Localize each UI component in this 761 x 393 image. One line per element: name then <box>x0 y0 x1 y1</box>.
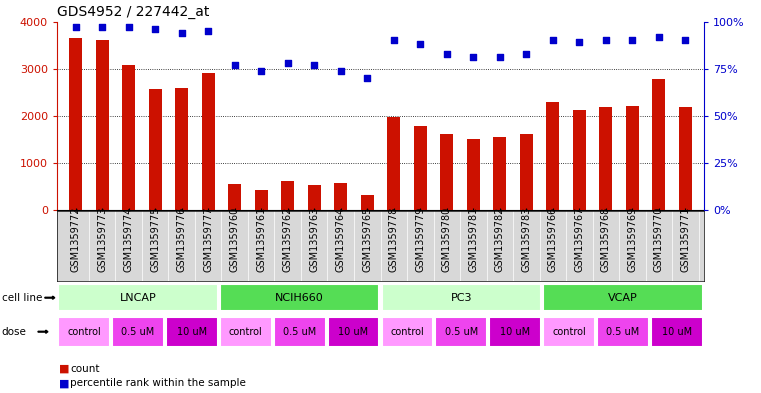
Bar <box>435 317 487 347</box>
Bar <box>414 126 427 210</box>
Text: count: count <box>70 364 100 374</box>
Text: 0.5 uM: 0.5 uM <box>283 327 317 337</box>
Point <box>308 62 320 68</box>
Bar <box>440 134 454 210</box>
Point <box>573 39 585 46</box>
Point <box>467 54 479 61</box>
Bar <box>228 184 241 210</box>
Bar <box>546 102 559 210</box>
Text: 10 uM: 10 uM <box>339 327 368 337</box>
Text: 10 uM: 10 uM <box>662 327 692 337</box>
Text: NCIH660: NCIH660 <box>275 293 324 303</box>
Point <box>228 62 240 68</box>
Bar <box>489 317 541 347</box>
Point <box>335 68 347 74</box>
Point <box>600 37 612 44</box>
Bar <box>652 79 665 210</box>
Bar <box>328 317 380 347</box>
Bar <box>597 317 649 347</box>
Point <box>176 30 188 36</box>
Bar <box>122 65 135 210</box>
Bar <box>58 317 110 347</box>
Text: 0.5 uM: 0.5 uM <box>121 327 154 337</box>
Point <box>653 33 665 40</box>
Text: ■: ■ <box>59 364 70 374</box>
Bar <box>69 38 82 210</box>
Text: control: control <box>67 327 101 337</box>
Text: 0.5 uM: 0.5 uM <box>607 327 640 337</box>
Text: ■: ■ <box>59 378 70 388</box>
Text: percentile rank within the sample: percentile rank within the sample <box>70 378 246 388</box>
Bar <box>381 284 541 311</box>
Bar <box>626 106 639 210</box>
Text: 10 uM: 10 uM <box>177 327 207 337</box>
Bar <box>96 40 109 210</box>
Bar <box>361 195 374 210</box>
Point <box>680 37 692 44</box>
Text: control: control <box>552 327 586 337</box>
Bar <box>573 110 586 210</box>
Bar <box>543 284 703 311</box>
Bar <box>307 185 321 210</box>
Text: 0.5 uM: 0.5 uM <box>444 327 478 337</box>
Point <box>282 60 294 66</box>
Bar <box>220 284 380 311</box>
Point <box>546 37 559 44</box>
Bar <box>175 88 188 210</box>
Bar <box>679 107 692 210</box>
Bar <box>651 317 703 347</box>
Point <box>69 24 81 30</box>
Bar <box>166 317 218 347</box>
Text: VCAP: VCAP <box>608 293 638 303</box>
Bar <box>281 181 295 210</box>
Bar <box>202 73 215 210</box>
Bar <box>543 317 595 347</box>
Point <box>123 24 135 30</box>
Bar <box>520 134 533 210</box>
Text: LNCAP: LNCAP <box>119 293 156 303</box>
Bar <box>255 191 268 210</box>
Point <box>414 41 426 48</box>
Bar <box>599 107 613 210</box>
Point <box>96 24 108 30</box>
Bar <box>274 317 326 347</box>
Bar <box>112 317 164 347</box>
Point <box>149 26 161 32</box>
Bar <box>334 184 347 210</box>
Bar <box>148 88 162 210</box>
Point <box>626 37 638 44</box>
Text: GDS4952 / 227442_at: GDS4952 / 227442_at <box>57 5 209 19</box>
Point <box>521 51 533 57</box>
Point <box>494 54 506 61</box>
Point <box>202 28 215 34</box>
Bar <box>58 284 218 311</box>
Text: dose: dose <box>2 327 27 337</box>
Point <box>255 68 267 74</box>
Text: PC3: PC3 <box>451 293 472 303</box>
Text: control: control <box>390 327 425 337</box>
Bar <box>381 317 433 347</box>
Text: 10 uM: 10 uM <box>500 327 530 337</box>
Point <box>387 37 400 44</box>
Bar <box>493 137 506 210</box>
Bar <box>387 117 400 210</box>
Bar <box>220 317 272 347</box>
Text: control: control <box>229 327 263 337</box>
Bar <box>466 139 480 210</box>
Text: cell line: cell line <box>2 293 42 303</box>
Point <box>441 51 453 57</box>
Point <box>361 75 374 81</box>
